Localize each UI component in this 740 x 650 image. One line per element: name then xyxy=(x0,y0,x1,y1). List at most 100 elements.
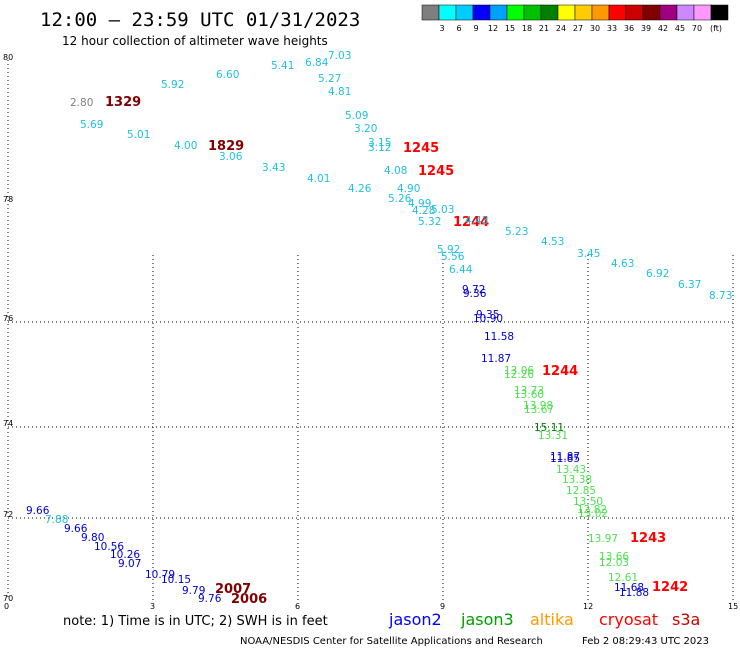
wave-height-label: 9.72 xyxy=(462,284,485,296)
wave-height-label: 5.01 xyxy=(127,129,150,141)
colorbar-swatch xyxy=(455,4,474,21)
wave-height-label: 13.97 xyxy=(588,533,618,545)
wave-height-label: 10.90 xyxy=(473,313,503,325)
map-title: 12:00 – 23:59 UTC 01/31/2023 xyxy=(40,9,360,31)
colorbar-swatch xyxy=(421,4,440,21)
wave-height-label: 10.56 xyxy=(94,541,124,553)
colorbar-label: 6 xyxy=(456,24,461,33)
wave-height-label: 9.35 xyxy=(476,309,499,321)
wave-height-label: 11.85 xyxy=(550,453,580,465)
wave-height-label: 11.88 xyxy=(619,587,649,599)
wave-height-label: 13.31 xyxy=(538,430,568,442)
wave-height-label: 4.63 xyxy=(611,258,634,270)
wave-height-label: 9.79 xyxy=(182,585,205,597)
wave-height-label: 12.26 xyxy=(504,369,534,381)
wave-height-label: 6.92 xyxy=(646,268,669,280)
wave-height-label: 7.88 xyxy=(45,514,68,526)
wave-height-label: 10.79 xyxy=(145,569,175,581)
wave-height-label: 13.98 xyxy=(523,400,553,412)
colorbar-label: 33 xyxy=(607,24,617,33)
legend-jason3: jason3 xyxy=(460,610,514,629)
colorbar-swatch xyxy=(574,4,593,21)
wave-height-label: 3.45 xyxy=(577,248,600,260)
wave-height-label: 13.06 xyxy=(504,365,534,377)
colorbar-swatch xyxy=(523,4,542,21)
wave-height-label: 6.60 xyxy=(216,69,239,81)
wave-height-label: 5.26 xyxy=(388,193,412,205)
colorbar-swatch xyxy=(608,4,627,21)
colorbar-label: 70 xyxy=(692,24,702,33)
x-tick-9: 9 xyxy=(440,602,445,611)
legend-cryosat: cryosat xyxy=(599,610,658,629)
y-tick-70: 70 xyxy=(3,594,13,603)
colorbar-swatch xyxy=(438,4,457,21)
wave-height-label: 13.60 xyxy=(514,389,544,401)
legend-s3a: s3a xyxy=(672,610,700,629)
satellite-legend: jason2 jason3 altika cryosat s3a xyxy=(388,610,700,629)
wave-height-label: 4.81 xyxy=(328,86,351,98)
wave-height-label: 2.80 xyxy=(70,97,93,109)
wave-height-label: 5.92 xyxy=(161,79,184,91)
wave-height-label: 9.80 xyxy=(81,532,104,544)
wave-height-label: 3.06 xyxy=(219,151,243,163)
colorbar-swatch xyxy=(676,4,695,21)
colorbar-label: 30 xyxy=(590,24,600,33)
wave-height-label: 5.09 xyxy=(345,110,368,122)
wave-height-label: 5.56 xyxy=(441,251,465,263)
colorbar-label: 12 xyxy=(488,24,498,33)
wave-height-label: 12.85 xyxy=(566,485,596,497)
time-stamp-label: 1244 xyxy=(542,364,578,379)
wave-height-label: 7.03 xyxy=(328,50,351,62)
wave-height-label: 5.23 xyxy=(505,226,528,238)
wave-height-label: 11.68 xyxy=(614,582,644,594)
colorbar-label: 36 xyxy=(624,24,634,33)
colorbar-label: 24 xyxy=(556,24,566,33)
wave-height-label: 4.28 xyxy=(412,205,435,217)
colorbar-label: 39 xyxy=(641,24,651,33)
colorbar-swatch xyxy=(540,4,559,21)
wave-height-label: 12.03 xyxy=(599,557,629,569)
wave-height-label: 13.38 xyxy=(562,474,592,486)
wave-height-label: 9.76 xyxy=(198,593,222,605)
wave-height-label: 5.27 xyxy=(318,73,341,85)
y-tick-78: 78 xyxy=(3,195,13,204)
colorbar-swatch xyxy=(642,4,661,21)
footer-timestamp: Feb 2 08:29:43 UTC 2023 xyxy=(582,636,709,647)
wave-height-label: 4.01 xyxy=(307,173,330,185)
time-stamp-label: 1242 xyxy=(652,580,688,595)
wave-height-label: 12.61 xyxy=(608,572,638,584)
time-stamp-label: 1245 xyxy=(403,141,439,156)
colorbar-unit: (ft) xyxy=(710,24,722,33)
wave-height-label: 6.37 xyxy=(678,279,701,291)
wave-height-label: 12.82 xyxy=(577,504,607,516)
x-tick-12: 12 xyxy=(583,602,593,611)
wave-height-label: 13.66 xyxy=(599,551,629,563)
wave-height-label: 9.66 xyxy=(64,523,88,535)
wave-height-label: 4.90 xyxy=(397,183,420,195)
time-stamp-label: 1829 xyxy=(208,139,244,154)
colorbar-label: 3 xyxy=(439,24,444,33)
swh-colorbar: 3 6 9 12 15 18 21 24 27 30 33 36 39 42 45 70 xyxy=(421,4,729,33)
time-stamp-label: 1245 xyxy=(418,164,454,179)
wave-height-label: 11.58 xyxy=(484,331,514,343)
time-stamp-label: 2007 xyxy=(215,582,251,597)
colorbar-swatch xyxy=(506,4,525,21)
wave-height-label: 6.84 xyxy=(305,57,329,69)
wave-height-label: 5.03 xyxy=(431,204,454,216)
wave-height-label: 13.02 xyxy=(578,508,608,520)
wave-height-label: 4.99 xyxy=(408,198,431,210)
wave-height-label: 13.73 xyxy=(514,385,544,397)
time-stamp-label: 1243 xyxy=(630,531,666,546)
wave-height-label: 9.66 xyxy=(26,505,50,517)
footer-note: note: 1) Time is in UTC; 2) SWH is in fe… xyxy=(63,614,328,629)
wave-height-label: 4.00 xyxy=(174,140,197,152)
wave-height-label: 4.53 xyxy=(541,236,564,248)
wave-height-label: 15.11 xyxy=(534,422,564,434)
y-tick-76: 76 xyxy=(3,314,13,323)
wave-height-label: 13.43 xyxy=(556,464,586,476)
wave-height-label: 13.50 xyxy=(573,496,603,508)
wave-height-label: 3.12 xyxy=(368,142,391,154)
colorbar-label: 45 xyxy=(675,24,685,33)
